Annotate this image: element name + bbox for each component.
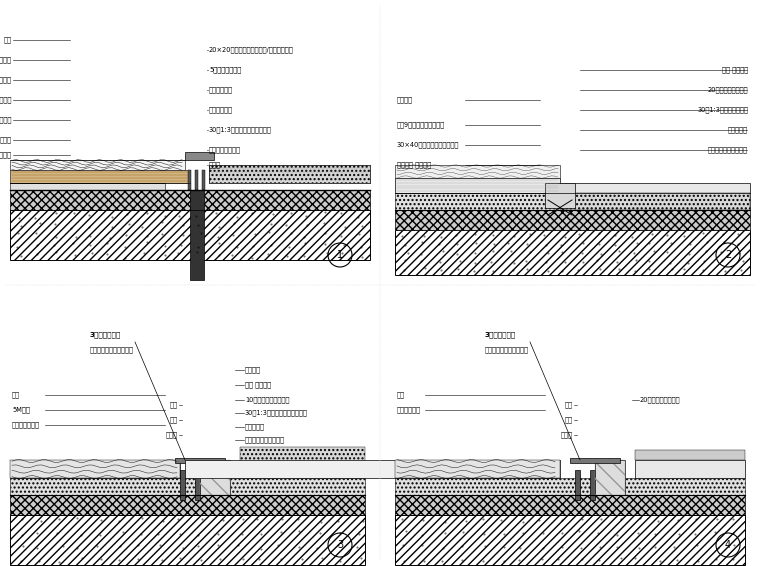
Bar	[195, 470, 200, 500]
Text: 木木基层: 木木基层	[397, 97, 413, 104]
Text: 水泥沙浆找平层: 水泥沙浆找平层	[12, 422, 40, 428]
Bar	[10, 190, 370, 210]
Text: 整建筑钢筋混凝土垫板: 整建筑钢筋混凝土垫板	[245, 437, 285, 443]
Bar	[190, 190, 204, 280]
Bar	[200, 460, 230, 495]
Text: 3厚不锈钢板条: 3厚不锈钢板条	[485, 332, 516, 338]
Bar	[195, 170, 198, 190]
Text: 水泥沙浆: 水泥沙浆	[245, 367, 261, 374]
Text: 12厚多层板粉木志刷三遍: 12厚多层板粉木志刷三遍	[0, 97, 12, 104]
Text: 石板 六面防护: 石板 六面防护	[245, 381, 271, 388]
Text: 石材门槛 六面防护: 石材门槛 六面防护	[397, 162, 431, 168]
Text: 整建筑构防混凝土垫柱: 整建筑构防混凝土垫柱	[0, 152, 12, 158]
Text: 20厚石板专业粘结剂: 20厚石板专业粘结剂	[708, 87, 748, 93]
Text: 5M胶浆: 5M胶浆	[12, 407, 30, 413]
Text: 地毯专用胶浆: 地毯专用胶浆	[397, 407, 421, 413]
Text: 3: 3	[337, 540, 343, 550]
Text: 地毯: 地毯	[397, 392, 405, 398]
Bar	[395, 478, 745, 495]
Text: 门框: 门框	[170, 417, 178, 423]
Bar	[240, 463, 365, 478]
Text: 素胶剂一遍: 素胶剂一遍	[245, 424, 265, 430]
Bar	[209, 165, 370, 183]
Text: （锁广榻与石材粘结剂）: （锁广榻与石材粘结剂）	[485, 347, 529, 353]
Text: 石板 六面防护: 石板 六面防护	[722, 67, 748, 74]
Bar	[209, 165, 370, 183]
Bar	[595, 460, 625, 495]
Text: （锁广榻与石材粘结剂）: （锁广榻与石材粘结剂）	[90, 347, 134, 353]
Bar	[200, 460, 230, 495]
Text: 刷胶9厚多彩普通防火涂料: 刷胶9厚多彩普通防火涂料	[397, 122, 445, 128]
Text: 土水板: 土水板	[209, 162, 221, 168]
Bar	[590, 470, 595, 500]
Text: 左水走基地板: 左水走基地板	[0, 77, 12, 83]
Bar	[395, 178, 560, 193]
Text: 4: 4	[725, 540, 731, 550]
Bar	[10, 495, 365, 515]
Text: 门框石: 门框石	[166, 432, 178, 438]
Bar	[560, 193, 750, 210]
Text: 门框: 门框	[565, 417, 573, 423]
Text: 门压: 门压	[170, 402, 178, 408]
Bar	[175, 458, 225, 463]
Bar	[395, 230, 750, 275]
Bar	[202, 170, 205, 190]
Bar	[185, 152, 214, 160]
Text: 2: 2	[725, 250, 731, 260]
Text: 30×40木龙骨防火、防腐处理: 30×40木龙骨防火、防腐处理	[0, 117, 12, 123]
Text: 素水泥浆一遍: 素水泥浆一遍	[209, 107, 233, 113]
Bar	[10, 183, 165, 190]
Text: 30厚1:3干硬性水泥砂浆找平层: 30厚1:3干硬性水泥砂浆找平层	[245, 410, 308, 417]
Bar	[185, 460, 395, 478]
Bar	[10, 160, 185, 170]
Text: 门压: 门压	[565, 402, 573, 408]
Bar	[545, 183, 575, 208]
Text: 30×40木龙骨防火、防腐处理: 30×40木龙骨防火、防腐处理	[397, 142, 459, 148]
Bar	[10, 460, 180, 478]
Bar	[395, 515, 745, 565]
Text: 5厚不锈钢台阶条: 5厚不锈钢台阶条	[209, 67, 241, 74]
Text: 10厚素水泥混凝结结层: 10厚素水泥混凝结结层	[245, 397, 290, 404]
Bar	[575, 470, 580, 500]
Bar	[635, 460, 745, 478]
Bar	[10, 170, 190, 183]
Text: 1: 1	[337, 250, 343, 260]
Text: 水胶防潮处理: 水胶防潮处理	[0, 57, 12, 63]
Bar	[570, 458, 620, 463]
Text: 30厚1:3水泥沙浆找平层: 30厚1:3水泥沙浆找平层	[697, 107, 748, 113]
Bar	[240, 447, 365, 463]
Bar	[395, 210, 750, 230]
Text: 楼行: 楼行	[4, 37, 12, 44]
Bar	[560, 183, 750, 193]
Bar	[395, 460, 560, 478]
Text: 20厚石材专业粘结剂: 20厚石材专业粘结剂	[640, 397, 680, 404]
Bar	[209, 165, 370, 183]
Text: 3厚不锈钢板条: 3厚不锈钢板条	[90, 332, 122, 338]
Text: 20×20角码与不锈钢踢脚板/弹性地面宝固: 20×20角码与不锈钢踢脚板/弹性地面宝固	[209, 47, 294, 53]
Text: 素胶剂一遍: 素胶剂一遍	[728, 127, 748, 134]
Bar	[10, 460, 180, 478]
Bar	[635, 450, 745, 460]
Bar	[10, 515, 365, 565]
Text: 门框石: 门框石	[561, 432, 573, 438]
Text: 市调压: 市调压	[0, 137, 12, 143]
Bar	[595, 460, 625, 495]
Bar	[10, 478, 365, 495]
Bar	[395, 165, 560, 178]
Bar	[10, 210, 370, 260]
Text: 原建筑钢筋混凝土楼板: 原建筑钢筋混凝土楼板	[708, 147, 748, 153]
Text: 此处宜涂布结构胶: 此处宜涂布结构胶	[209, 147, 241, 153]
Bar	[395, 193, 750, 210]
Text: 30厚1:3干硬性水泥砂浆结合层: 30厚1:3干硬性水泥砂浆结合层	[209, 127, 272, 134]
Text: 石板六面防护: 石板六面防护	[209, 87, 233, 93]
Bar	[395, 495, 745, 515]
Bar	[180, 470, 185, 500]
Text: 地毯: 地毯	[12, 392, 20, 398]
Bar	[395, 460, 560, 478]
Bar	[188, 170, 191, 190]
